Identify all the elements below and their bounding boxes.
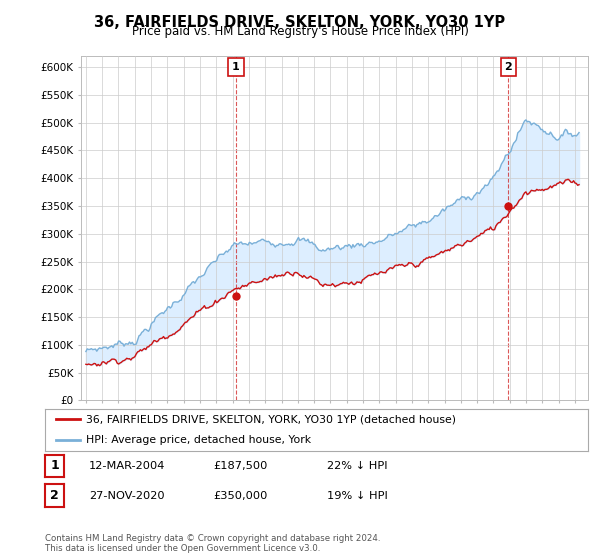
Text: 12-MAR-2004: 12-MAR-2004 bbox=[89, 461, 165, 471]
Text: 1: 1 bbox=[50, 459, 59, 473]
Text: 36, FAIRFIELDS DRIVE, SKELTON, YORK, YO30 1YP (detached house): 36, FAIRFIELDS DRIVE, SKELTON, YORK, YO3… bbox=[86, 414, 456, 424]
Text: HPI: Average price, detached house, York: HPI: Average price, detached house, York bbox=[86, 435, 311, 445]
Text: Price paid vs. HM Land Registry's House Price Index (HPI): Price paid vs. HM Land Registry's House … bbox=[131, 25, 469, 38]
Text: 22% ↓ HPI: 22% ↓ HPI bbox=[327, 461, 388, 471]
Text: 1: 1 bbox=[232, 62, 240, 72]
Text: £350,000: £350,000 bbox=[213, 491, 268, 501]
Text: 27-NOV-2020: 27-NOV-2020 bbox=[89, 491, 164, 501]
Text: 36, FAIRFIELDS DRIVE, SKELTON, YORK, YO30 1YP: 36, FAIRFIELDS DRIVE, SKELTON, YORK, YO3… bbox=[94, 15, 506, 30]
Text: £187,500: £187,500 bbox=[213, 461, 268, 471]
Text: 2: 2 bbox=[50, 489, 59, 502]
Text: 2: 2 bbox=[505, 62, 512, 72]
Text: 19% ↓ HPI: 19% ↓ HPI bbox=[327, 491, 388, 501]
Text: Contains HM Land Registry data © Crown copyright and database right 2024.
This d: Contains HM Land Registry data © Crown c… bbox=[45, 534, 380, 553]
